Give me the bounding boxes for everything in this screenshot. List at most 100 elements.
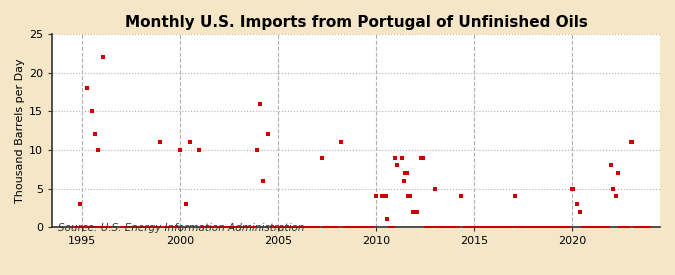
Point [340, 225, 350, 229]
Point [496, 225, 507, 229]
Point [560, 225, 570, 229]
Point [92, 225, 103, 229]
Point [303, 225, 314, 229]
Point [321, 225, 332, 229]
Point [135, 225, 146, 229]
Point [143, 225, 154, 229]
Point [148, 225, 159, 229]
Point [104, 225, 115, 229]
Point [217, 225, 227, 229]
Point [243, 225, 254, 229]
Point [122, 225, 133, 229]
Point [637, 225, 647, 229]
Point [84, 225, 95, 229]
Point [593, 225, 603, 229]
Point [86, 225, 97, 229]
Point [235, 225, 246, 229]
Point [545, 225, 556, 229]
Point [145, 225, 156, 229]
Point [583, 225, 593, 229]
Point [72, 225, 82, 229]
Point [589, 225, 600, 229]
Point [427, 225, 438, 229]
Point [562, 225, 572, 229]
Point [70, 225, 80, 229]
Point [511, 225, 522, 229]
Point [480, 225, 491, 229]
Point [336, 140, 347, 144]
Point [460, 225, 471, 229]
Point [263, 132, 273, 137]
Point [446, 225, 456, 229]
Point [369, 225, 379, 229]
Point [367, 225, 378, 229]
Point [333, 225, 344, 229]
Point [517, 225, 528, 229]
Point [539, 225, 549, 229]
Point [120, 225, 131, 229]
Point [119, 225, 130, 229]
Point [236, 225, 247, 229]
Point [542, 225, 553, 229]
Point [138, 225, 149, 229]
Point [130, 225, 141, 229]
Point [240, 225, 250, 229]
Point [281, 225, 292, 229]
Point [535, 225, 546, 229]
Point [238, 225, 249, 229]
Point [313, 225, 324, 229]
Point [442, 225, 453, 229]
Point [290, 225, 301, 229]
Point [555, 225, 566, 229]
Point [99, 225, 110, 229]
Point [204, 225, 215, 229]
Point [487, 225, 497, 229]
Point [531, 225, 541, 229]
Point [300, 225, 311, 229]
Point [308, 225, 319, 229]
Point [464, 225, 475, 229]
Point [209, 225, 219, 229]
Point [640, 225, 651, 229]
Point [458, 225, 469, 229]
Point [151, 225, 162, 229]
Point [297, 225, 308, 229]
Point [633, 225, 644, 229]
Point [171, 225, 182, 229]
Point [641, 225, 652, 229]
Point [219, 225, 230, 229]
Point [132, 225, 142, 229]
Point [534, 225, 545, 229]
Point [456, 194, 466, 199]
Point [390, 155, 401, 160]
Point [405, 194, 416, 199]
Point [271, 225, 281, 229]
Point [266, 225, 277, 229]
Point [500, 225, 510, 229]
Point [520, 225, 531, 229]
Point [519, 225, 530, 229]
Point [168, 225, 179, 229]
Point [207, 225, 218, 229]
Point [594, 225, 605, 229]
Point [602, 225, 613, 229]
Point [331, 225, 342, 229]
Point [343, 225, 354, 229]
Point [558, 225, 569, 229]
Point [200, 225, 211, 229]
Point [610, 194, 621, 199]
Point [320, 225, 331, 229]
Point [232, 225, 242, 229]
Point [157, 225, 167, 229]
Point [338, 225, 348, 229]
Point [101, 225, 111, 229]
Point [371, 194, 381, 199]
Point [103, 225, 113, 229]
Point [433, 225, 443, 229]
Point [317, 155, 327, 160]
Point [362, 225, 373, 229]
Point [599, 225, 610, 229]
Point [614, 225, 624, 229]
Point [96, 225, 107, 229]
Point [439, 225, 450, 229]
